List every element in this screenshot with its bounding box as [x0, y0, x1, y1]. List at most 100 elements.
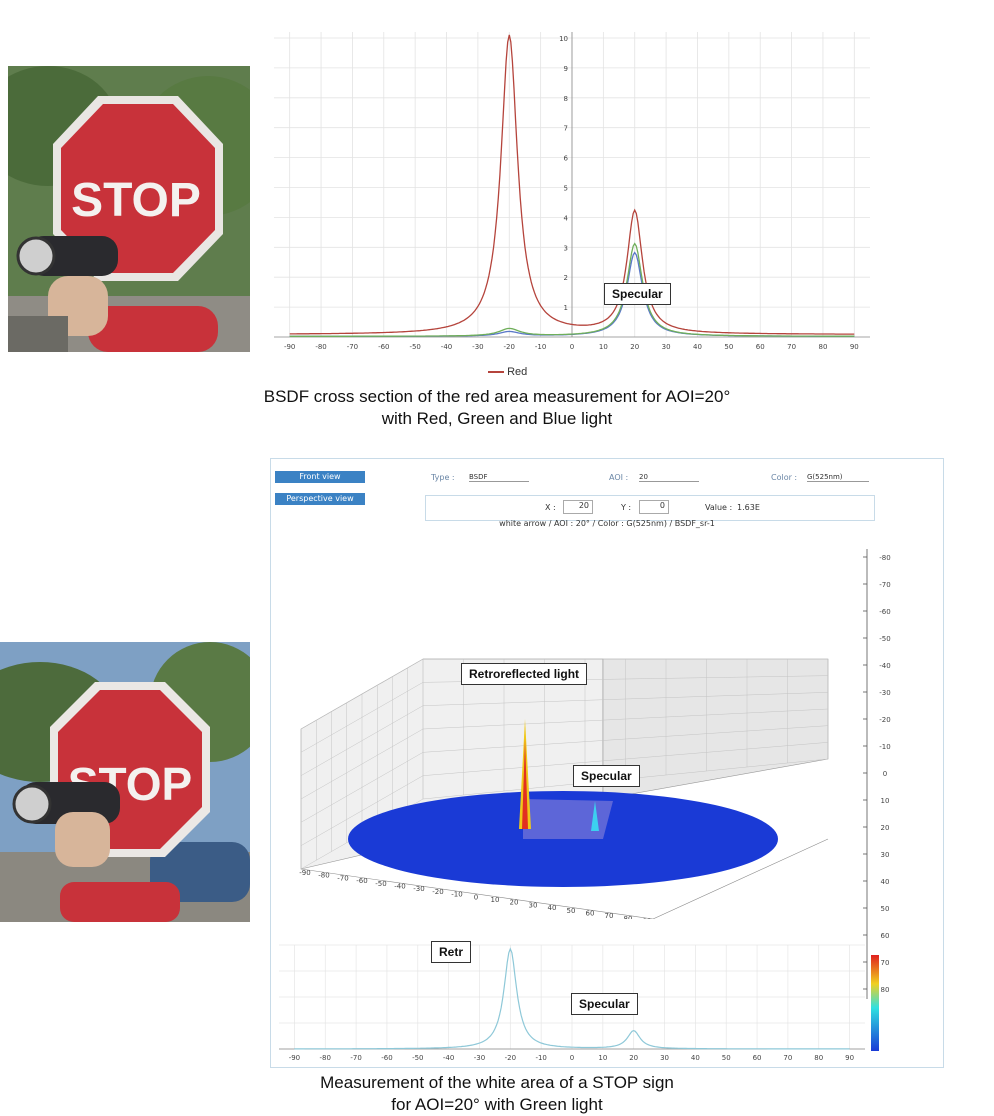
- type-label: Type :: [431, 473, 455, 482]
- x-tick-2d-label--60: -60: [381, 1054, 392, 1062]
- cross-section-2d-plot: -90 -80 -70 -60 -50 -40 -30 -20 -10 0 10 20 30 40 50 60…: [279, 944, 865, 1062]
- wall-grid-h-left-4: [300, 752, 424, 823]
- series-line-red: [289, 34, 855, 335]
- retroreflected-peak-core: [522, 739, 528, 829]
- aoi-label: AOI :: [609, 473, 629, 482]
- value-label: Value :: [705, 503, 733, 512]
- x-tick-2d-label-0: 0: [570, 1054, 574, 1062]
- type-select[interactable]: BSDF: [469, 473, 529, 482]
- disc-highlight: [523, 799, 613, 839]
- plot-subtitle: white arrow / AOI : 20° / Color : G(525n…: [499, 519, 715, 528]
- colorbar: [871, 955, 879, 1051]
- bottom-caption-line2: for AOI=20° with Green light: [391, 1095, 603, 1114]
- color-select[interactable]: G(525nm): [807, 473, 869, 482]
- y-tick-label-8: 8: [564, 95, 568, 103]
- axis-3d-x-label--40: -40: [394, 883, 405, 891]
- axis-3d-x-label--80: -80: [318, 872, 329, 880]
- x-tick-label--10: -10: [535, 343, 546, 351]
- axis-3d-x-label-20: 20: [510, 899, 519, 907]
- front-axis-x: [300, 868, 654, 919]
- y-tick-label-7: 7: [564, 125, 568, 133]
- axis-3d-x-label-90: 90: [643, 918, 652, 919]
- x-tick-label-0: 0: [570, 343, 574, 351]
- x-tick-2d-label-80: 80: [814, 1054, 823, 1062]
- x-tick-2d-label-40: 40: [691, 1054, 700, 1062]
- x-tick-label-20: 20: [630, 343, 639, 351]
- axis-3d-x-label-30: 30: [529, 901, 538, 909]
- x-tick-2d-label-60: 60: [753, 1054, 762, 1062]
- perspective-3d-plot: -90 -80 -70 -60 -50 -40 -30 -20 -10 0 10 20 30 40 50 60…: [299, 658, 829, 919]
- right-scale-label-60: 60: [881, 932, 890, 940]
- series-2d-line-0: [294, 947, 850, 1050]
- y-tick-label-4: 4: [564, 214, 569, 222]
- y-tick-label-3: 3: [564, 244, 568, 252]
- x-tick-label-90: 90: [850, 343, 859, 351]
- front-axis-y: [652, 838, 829, 919]
- stop-sign-text: STOP: [71, 174, 201, 227]
- axis-3d-x-label-60: 60: [586, 910, 595, 918]
- legend-red-label: Red: [507, 366, 528, 378]
- axis-3d-x-label--10: -10: [451, 891, 462, 899]
- x-tick-label-70: 70: [787, 343, 796, 351]
- wall-grid-h-left-1: [300, 682, 424, 753]
- axis-3d-x-label--70: -70: [337, 874, 348, 882]
- front-view-button[interactable]: Front view: [275, 471, 365, 483]
- y-tick-label-5: 5: [564, 185, 568, 193]
- x-input[interactable]: 20: [563, 500, 593, 514]
- y-tick-label-9: 9: [564, 65, 568, 73]
- aoi-select[interactable]: 20: [639, 473, 699, 482]
- right-scale-label-0: 0: [883, 770, 887, 778]
- wall-grid-h-left-3: [300, 728, 424, 800]
- axis-3d-x-label-80: 80: [624, 915, 633, 919]
- y-tick-label-6: 6: [564, 155, 569, 163]
- axis-3d-x-label-70: 70: [605, 912, 614, 919]
- y-tick-label-1: 1: [564, 304, 568, 312]
- x-tick-label-60: 60: [756, 343, 765, 351]
- x-tick-label--40: -40: [441, 343, 452, 351]
- x-tick-label--90: -90: [284, 343, 295, 351]
- x-tick-label--20: -20: [504, 343, 515, 351]
- x-tick-2d-label-70: 70: [783, 1054, 792, 1062]
- axis-3d-x-label-10: 10: [491, 896, 500, 904]
- x-tick-2d-label--80: -80: [320, 1054, 331, 1062]
- x-tick-2d-label--50: -50: [412, 1054, 423, 1062]
- right-scale-label-20: 20: [881, 824, 890, 832]
- x-tick-label-40: 40: [693, 343, 702, 351]
- x-tick-2d-label--30: -30: [474, 1054, 485, 1062]
- x-tick-label-30: 30: [662, 343, 671, 351]
- axis-3d-x-label--30: -30: [413, 885, 424, 893]
- right-scale-label-40: 40: [881, 878, 890, 886]
- measurement-viewer: Front view Perspective view Type : BSDF …: [270, 458, 944, 1068]
- y-tick-label-10: 10: [559, 35, 568, 43]
- right-scale-label--20: -20: [879, 716, 890, 724]
- x-tick-2d-label--70: -70: [350, 1054, 361, 1062]
- axis-3d-x-label--90: -90: [299, 869, 310, 877]
- right-scale-label-10: 10: [881, 797, 890, 805]
- bsdf-cross-section-chart: 1 2 3 4 5 6 7 8 9 10 -90 -80 -70 -60 -50 -40 -30 -20 -10 0 1…: [262, 22, 882, 362]
- specular-peak-3d: [591, 801, 599, 831]
- specular-annotation-top: Specular: [604, 283, 671, 305]
- right-scale-label-70: 70: [881, 959, 890, 967]
- x-tick-2d-label--40: -40: [443, 1054, 454, 1062]
- x-tick-label-80: 80: [818, 343, 827, 351]
- y-input[interactable]: 0: [639, 500, 669, 514]
- right-scale-label--50: -50: [879, 635, 890, 643]
- right-scale-label--60: -60: [879, 608, 890, 616]
- right-axis-scale: -80 -70 -60 -50 -40 -30 -20 -10 0 10 20 30 40 50 60 70 8…: [863, 549, 891, 999]
- perspective-view-button[interactable]: Perspective view: [275, 493, 365, 505]
- retroreflected-annotation-2d: Retr: [431, 941, 472, 963]
- right-scale-label--30: -30: [879, 689, 890, 697]
- x-tick-label--70: -70: [347, 343, 358, 351]
- x-tick-label--30: -30: [472, 343, 483, 351]
- bottom-caption-line1: Measurement of the white area of a STOP …: [320, 1073, 674, 1092]
- x-tick-label--60: -60: [378, 343, 389, 351]
- x-tick-2d-label-20: 20: [629, 1054, 638, 1062]
- series-line-series-1: [289, 242, 855, 337]
- y-label: Y :: [621, 503, 632, 512]
- right-scale-label-30: 30: [881, 851, 890, 859]
- right-scale-label--80: -80: [879, 554, 890, 562]
- x-tick-2d-label-30: 30: [660, 1054, 669, 1062]
- x-tick-2d-label--10: -10: [535, 1054, 546, 1062]
- value-readout: 1.63E: [737, 503, 760, 512]
- coordinate-bar: [425, 495, 875, 521]
